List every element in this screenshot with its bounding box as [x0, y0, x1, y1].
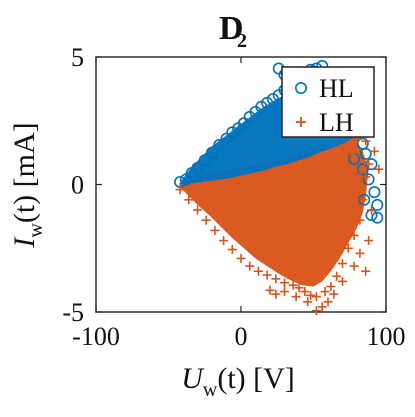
chart-title: D 2	[219, 10, 247, 52]
lh-point	[349, 231, 359, 240]
lh-point	[227, 245, 237, 255]
lh-point	[332, 271, 342, 281]
legend-box	[281, 66, 375, 138]
lh-point	[271, 289, 281, 299]
x-axis-label-suffix: (t) [V]	[217, 362, 294, 395]
y-tick-label: -5	[62, 298, 84, 327]
chart-title-text: D	[219, 10, 244, 47]
legend-hl-marker	[294, 82, 307, 95]
lh-point	[367, 205, 376, 215]
hl-point	[359, 147, 372, 160]
chart-title-subscript: 2	[237, 30, 247, 52]
lh-point	[300, 287, 310, 297]
lh-point	[323, 297, 333, 307]
lh-point	[262, 270, 272, 280]
legend: HL LH	[281, 66, 375, 138]
lh-point	[280, 287, 289, 297]
lh-point	[294, 283, 304, 293]
legend-label: HL	[319, 74, 354, 103]
hl-point	[368, 186, 381, 199]
lh-point	[317, 302, 327, 312]
lh-point	[271, 274, 281, 284]
y-axis-label-symbol: I	[8, 236, 41, 249]
hl-point	[198, 154, 211, 167]
lh-point	[346, 149, 356, 159]
hl-point	[362, 173, 375, 186]
lh-point	[265, 285, 275, 295]
lh-point	[355, 215, 365, 225]
hl-point	[371, 211, 384, 224]
lh-point	[210, 225, 220, 235]
y-tick-label: 0	[71, 171, 84, 200]
hl-point	[356, 163, 369, 176]
lh-point	[329, 289, 339, 299]
legend-entry: HL	[294, 74, 354, 103]
lh-point	[193, 205, 202, 215]
lh-point	[280, 278, 289, 288]
lh-point	[338, 259, 347, 269]
lh-point	[320, 287, 330, 297]
svg-text:Iw(t) [mA]: Iw(t) [mA]	[8, 122, 47, 248]
x-tick-label: 100	[367, 322, 406, 351]
lh-point	[288, 280, 298, 290]
lh-point	[352, 169, 362, 179]
x-tick-label: 0	[235, 322, 248, 351]
hl-point	[371, 198, 384, 211]
lh-point	[311, 306, 321, 316]
svg-text:Uw(t) [V]: Uw(t) [V]	[181, 362, 295, 401]
lh-point	[364, 159, 374, 169]
lh-point	[236, 253, 246, 263]
series-1-points	[175, 134, 384, 316]
lh-point	[343, 243, 353, 253]
lh-point	[355, 248, 365, 258]
y-axis-label-subscript: w	[25, 223, 47, 238]
lh-point	[303, 297, 313, 307]
lh-point	[369, 146, 379, 156]
legend-entry: LH	[296, 108, 354, 137]
lh-point	[175, 185, 185, 195]
lh-point	[349, 261, 359, 271]
hl-point	[213, 138, 226, 151]
lh-point	[245, 261, 255, 271]
lh-point	[364, 236, 374, 246]
x-axis-label: Uw(t) [V]	[181, 362, 295, 401]
plot-area: -100 0 100 -5 0 5	[62, 43, 405, 351]
lh-point	[253, 266, 263, 276]
x-axis-label-subscript: w	[203, 379, 218, 401]
lh-point	[361, 172, 371, 182]
lh-point	[361, 266, 371, 276]
hl-point	[206, 146, 219, 159]
lh-point	[326, 282, 336, 291]
x-tick-label: -100	[72, 322, 120, 351]
lh-point	[361, 136, 371, 146]
legend-label: LH	[319, 108, 354, 137]
lh-point	[306, 290, 316, 300]
lh-point	[219, 236, 229, 246]
lh-point	[358, 195, 368, 205]
lh-point	[374, 164, 384, 174]
y-axis-label-suffix: (t) [mA]	[8, 122, 41, 223]
y-axis-label: Iw(t) [mA]	[8, 122, 47, 248]
lh-point	[184, 195, 194, 205]
lh-point	[201, 215, 211, 225]
x-axis-label-symbol: U	[181, 362, 205, 395]
lh-point	[291, 292, 301, 302]
lh-point	[338, 144, 347, 154]
y-tick-label: 5	[71, 43, 84, 72]
lh-point	[311, 292, 321, 302]
hl-point	[191, 161, 204, 174]
lh-point	[338, 276, 347, 286]
